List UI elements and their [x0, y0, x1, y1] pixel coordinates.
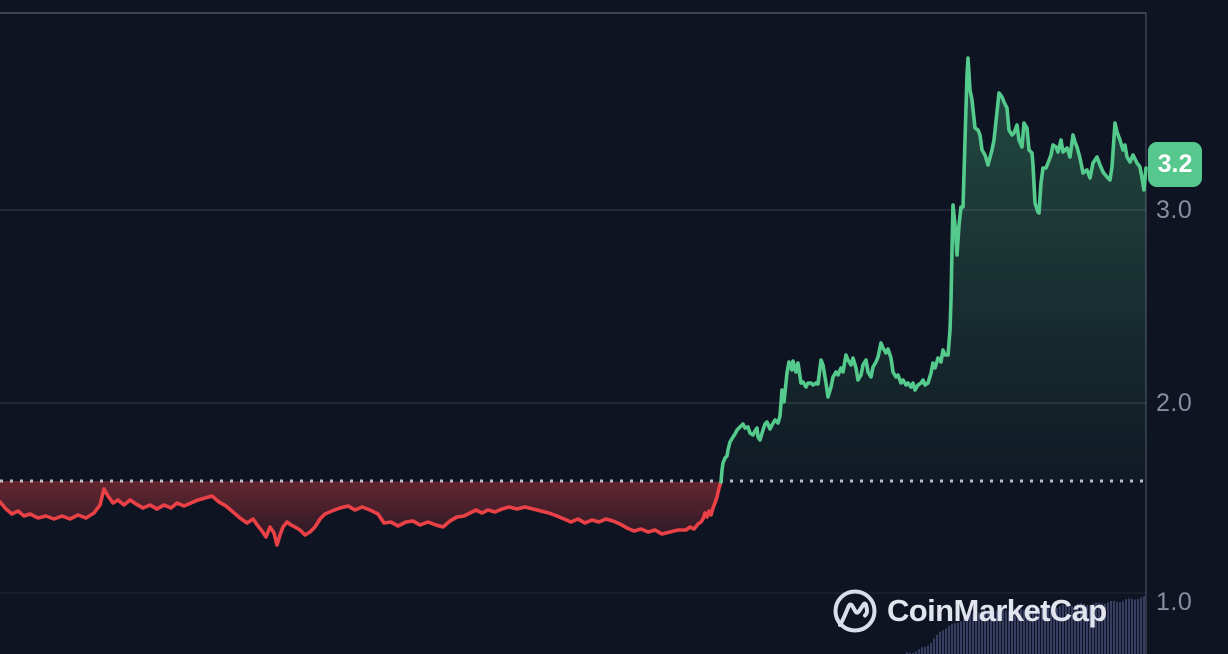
green-area-fill: [721, 58, 1146, 482]
volume-bars: [906, 596, 1145, 654]
current-price-label: 3.2: [1157, 150, 1193, 178]
red-area-fill: [0, 481, 721, 545]
coinmarketcap-logo-icon: [833, 589, 877, 633]
coinmarketcap-watermark: CoinMarketCap: [832, 588, 1107, 634]
y-axis-tick-3-0: 3.0: [1156, 196, 1193, 224]
price-line-above-baseline: [719, 56, 1148, 484]
current-price-badge: 3.2: [1148, 142, 1202, 187]
price-line-below-baseline: [0, 480, 723, 547]
coinmarketcap-wordmark: CoinMarketCap: [887, 593, 1107, 628]
y-axis-tick-2-0: 2.0: [1156, 389, 1193, 417]
y-axis-tick-1-0: 1.0: [1156, 588, 1193, 616]
